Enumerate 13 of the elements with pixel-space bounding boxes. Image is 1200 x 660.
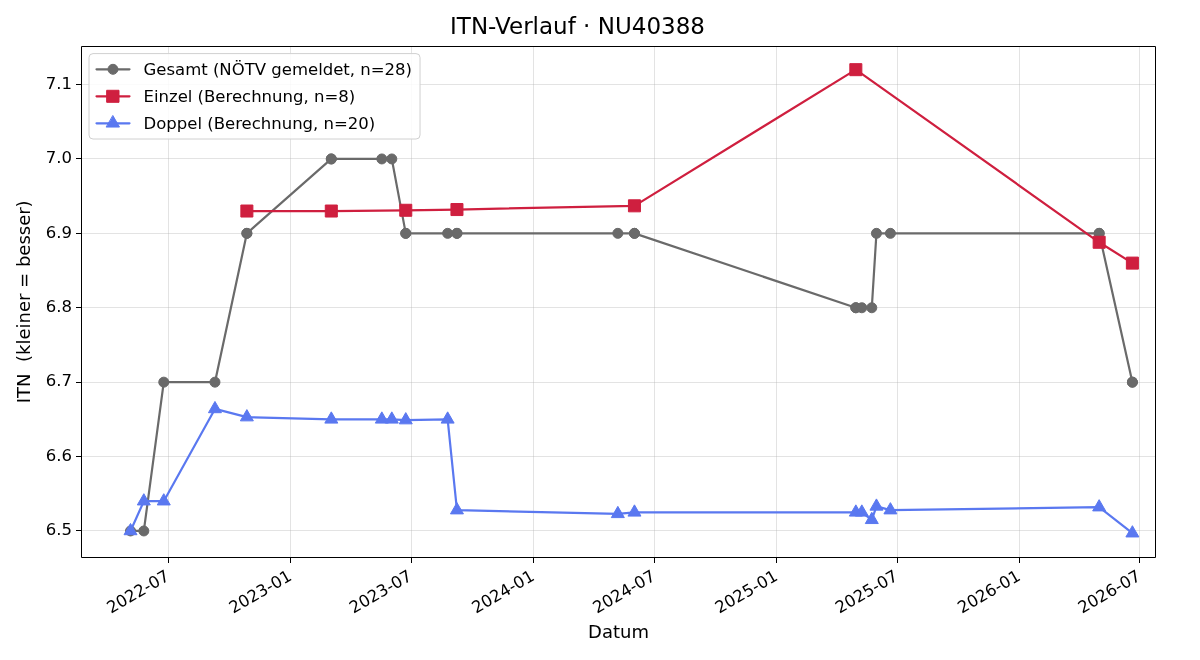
chart-title: ITN-Verlauf · NU40388 — [450, 12, 705, 39]
y-tick-label: 7.0 — [45, 148, 72, 168]
y-tick-label: 6.9 — [45, 222, 72, 242]
legend-label: Einzel (Berechnung, n=8) — [143, 86, 356, 106]
legend-label: Gesamt (NÖTV gemeldet, n=28) — [143, 59, 413, 79]
y-tick-label: 6.8 — [45, 297, 72, 317]
x-axis-title: Datum — [588, 620, 649, 642]
legend-label: Doppel (Berechnung, n=20) — [143, 113, 376, 133]
y-axis-title: ITN (kleiner = besser) — [13, 200, 35, 404]
y-tick-label: 6.5 — [45, 520, 72, 540]
y-tick-label: 7.1 — [45, 73, 72, 93]
y-tick-label: 6.7 — [45, 371, 72, 391]
y-tick-label: 6.6 — [45, 445, 72, 465]
